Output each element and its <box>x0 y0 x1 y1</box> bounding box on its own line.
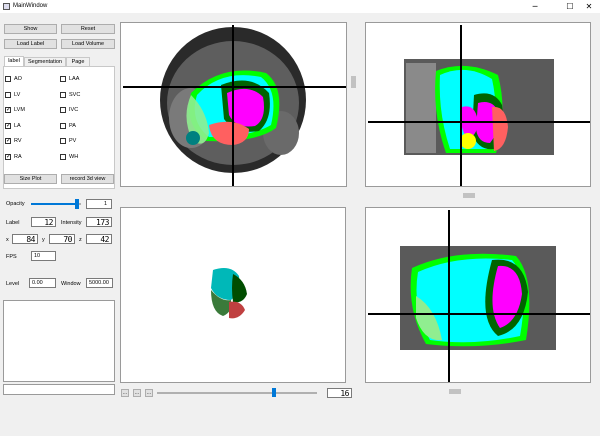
label-checkbox-pa[interactable] <box>60 122 66 129</box>
3d-render-view[interactable] <box>120 207 346 383</box>
intensity-lcd: 173 <box>86 217 112 227</box>
coronal-horizontal-scrollbar[interactable] <box>365 192 591 199</box>
x-label: x <box>6 237 9 243</box>
toolbar-button-3[interactable]: ... <box>145 389 153 397</box>
reset-button[interactable]: Reset <box>61 24 115 34</box>
coronal-slice-image <box>368 25 590 186</box>
opacity-slider-track[interactable] <box>31 203 81 205</box>
label-checkbox-label-svc: SVC <box>69 91 81 98</box>
slice-slider-handle[interactable] <box>272 388 277 397</box>
label-checkbox-laa[interactable] <box>60 76 66 82</box>
opacity-slider-fill <box>31 203 77 205</box>
close-button[interactable]: ✕ <box>585 2 593 11</box>
label-checkbox-label-la: LA <box>14 122 21 129</box>
label-checkbox-lvm[interactable]: ✓ <box>5 107 12 113</box>
y-lcd: 70 <box>49 234 75 244</box>
label-checkbox-la[interactable]: ✓ <box>5 122 12 129</box>
tab-segmentation[interactable]: Segmentation <box>24 57 66 66</box>
axial-vertical-scrollbar[interactable] <box>349 24 358 189</box>
title-bar <box>0 0 600 13</box>
x-lcd: 84 <box>12 234 38 244</box>
label-checkbox-label-lvm: LVM <box>14 107 25 113</box>
label-checkbox-label-ra: RA <box>14 153 22 160</box>
3d-heart-model <box>211 268 247 319</box>
window-spinbox[interactable]: 5000.00 <box>86 278 113 288</box>
intensity-text: Intensity <box>61 220 82 226</box>
coronal-scroll-thumb[interactable] <box>463 193 475 198</box>
fps-label: FPS <box>6 254 17 260</box>
label-checkbox-label-pv: PV <box>69 138 77 144</box>
app-icon <box>3 3 10 10</box>
opacity-spinbox[interactable]: 1 <box>86 199 112 209</box>
window-label: Window <box>61 281 81 287</box>
label-checkbox-ivc[interactable] <box>60 107 66 113</box>
z-lcd: 42 <box>86 234 112 244</box>
command-input[interactable] <box>3 384 115 395</box>
log-text-area[interactable] <box>3 300 115 382</box>
z-label: z <box>79 237 82 243</box>
sagittal-view[interactable] <box>365 207 591 383</box>
level-spinbox[interactable]: 0.00 <box>29 278 56 288</box>
sagittal-scroll-thumb[interactable] <box>449 389 461 394</box>
label-checkbox-label-pa: PA <box>69 122 76 129</box>
y-label: y <box>42 237 45 243</box>
label-checkbox-label-rv: RV <box>14 138 22 144</box>
label-checkbox-ao[interactable] <box>5 76 11 82</box>
axial-scroll-thumb[interactable] <box>351 76 356 88</box>
label-checkbox-pv[interactable] <box>60 138 66 144</box>
label-lcd: 12 <box>31 217 56 227</box>
opacity-slider-handle[interactable] <box>75 199 79 209</box>
label-checkbox-label-laa: LAA <box>69 76 80 82</box>
label-checkbox-label-ivc: IVC <box>69 107 79 113</box>
label-checkbox-label-lv: LV <box>14 91 21 98</box>
load-volume-button[interactable]: Load Volume <box>61 39 115 49</box>
tab-page[interactable]: Page <box>66 57 90 66</box>
label-checkbox-lv[interactable] <box>5 91 11 98</box>
label-checkbox-rv[interactable]: ✓ <box>5 138 12 144</box>
label-checkbox-wh[interactable] <box>60 153 66 160</box>
label-checkbox-ra[interactable]: ✓ <box>5 153 12 160</box>
label-checkbox-label-ao: AO <box>14 76 22 82</box>
slice-slider-track[interactable] <box>157 392 317 394</box>
label-tab-pane <box>3 66 115 189</box>
toolbar-button-1[interactable]: ... <box>121 389 129 397</box>
axial-slice-image <box>123 25 346 186</box>
load-label-button[interactable]: Load Label <box>4 39 57 49</box>
label-checkbox-label-wh: WH <box>69 153 79 160</box>
minimize-button[interactable]: ─ <box>532 2 538 11</box>
sagittal-horizontal-scrollbar[interactable] <box>365 388 591 395</box>
window-title: MainWindow <box>13 3 48 9</box>
size-plot-button[interactable]: Size Plot <box>4 174 57 184</box>
fps-spinbox[interactable]: 10 <box>31 251 56 261</box>
coronal-view[interactable] <box>365 22 591 187</box>
maximize-button[interactable]: ☐ <box>566 2 574 11</box>
record-3d-view-button[interactable]: record 3d view <box>61 174 114 184</box>
tab-label[interactable]: label <box>4 56 24 66</box>
show-button[interactable]: Show <box>4 24 57 34</box>
opacity-label: Opacity <box>6 201 25 207</box>
label-text: Label <box>6 220 20 226</box>
sagittal-slice-image <box>368 210 590 382</box>
toolbar-button-2[interactable]: ... <box>133 389 141 397</box>
axial-view[interactable] <box>120 22 347 187</box>
slice-lcd: 16 <box>327 388 352 398</box>
level-label: Level <box>6 281 20 287</box>
label-checkbox-svc[interactable] <box>60 91 66 98</box>
